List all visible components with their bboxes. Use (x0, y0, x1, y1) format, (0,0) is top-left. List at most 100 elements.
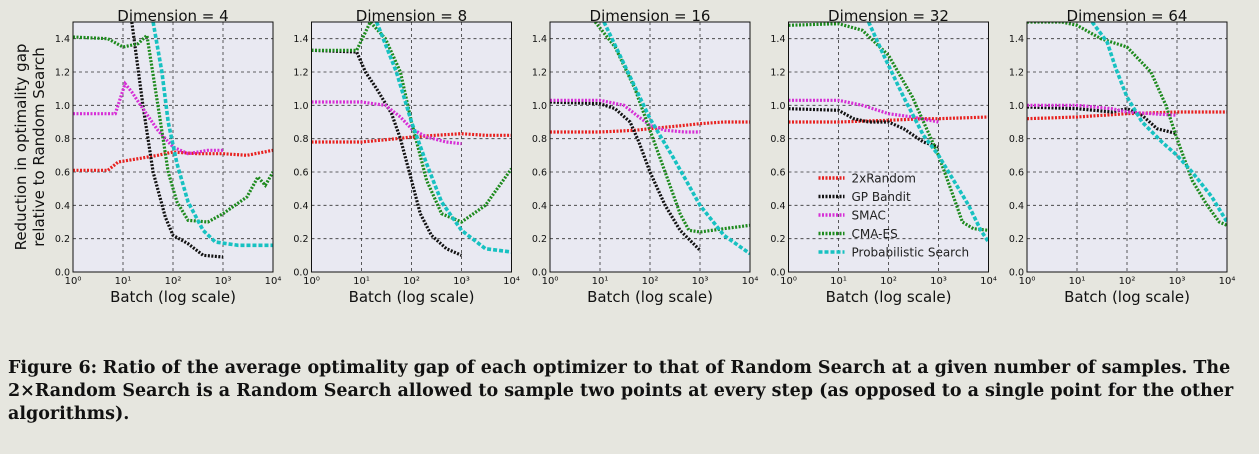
y-tick-label: 1.4 (532, 34, 547, 45)
y-tick-label: 0.8 (532, 134, 547, 145)
y-tick-label: 0.0 (770, 268, 785, 279)
y-tick-label: 1.0 (55, 101, 70, 112)
legend-label: GP Bandit (852, 190, 911, 204)
x-tick-label: 10⁴ (742, 276, 759, 287)
panel-title: Dimension = 32 (828, 7, 949, 25)
panel-4: 0.0 0.2 0.4 0.6 0.8 1.0 1.2 1.4 10⁰ 10¹ 10² 10³ 10⁴ B… (770, 7, 996, 306)
y-tick-label: 0.6 (532, 168, 547, 179)
y-tick-label: 0.2 (293, 234, 308, 245)
y-tick-label: 0.2 (1009, 234, 1024, 245)
series-2xrandom (788, 115, 989, 124)
x-tick-label: 10¹ (592, 276, 609, 287)
y-tick-label: 0.6 (1009, 168, 1024, 179)
caption-text: Ratio of the average optimality gap of e… (8, 358, 1234, 424)
x-tick-label: 10³ (1169, 276, 1186, 287)
y-tick-label: 0.6 (770, 168, 785, 179)
panel-2: 0.0 0.2 0.4 0.6 0.8 1.0 1.2 1.4 10⁰ 10¹ 10² 10³ 10⁴ B… (293, 7, 519, 306)
y-tick-label: 0.2 (770, 234, 785, 245)
panel-frame (549, 21, 751, 273)
series-smac (788, 98, 939, 124)
legend-label: SMAC (852, 209, 886, 223)
y-tick-label: 0.0 (532, 268, 547, 279)
x-tick-label: 10¹ (353, 276, 370, 287)
y-tick-label: 0.8 (55, 134, 70, 145)
series-smac (311, 100, 462, 146)
panel-frame (788, 21, 989, 273)
legend: 2xRandom GP Bandit SMAC CMA-ES Probabilistic… (818, 172, 970, 260)
y-tick-label: 1.0 (1009, 101, 1024, 112)
series-gp-bandit (788, 107, 940, 149)
x-tick-label: 10² (1119, 276, 1136, 287)
y-tick-label: 1.2 (532, 68, 547, 79)
x-tick-label: 10³ (930, 276, 947, 287)
legend-label: Probabilistic Search (852, 246, 970, 260)
panel-frame (1026, 21, 1228, 273)
y-tick-label: 0.0 (1009, 268, 1024, 279)
panel-5: 0.0 0.2 0.4 0.6 0.8 1.0 1.2 1.4 10⁰ 10¹ 10² 10³ 10⁴ B… (1009, 7, 1235, 306)
y-tick-label: 0.8 (770, 134, 785, 145)
x-tick-label: 10³ (215, 276, 232, 287)
legend-label: 2xRandom (852, 172, 916, 186)
series-probabilistic-search (374, 22, 512, 254)
panel-title: Dimension = 4 (117, 7, 228, 25)
panel-1: 0.0 0.2 0.4 0.6 0.8 1.0 1.2 1.4 10⁰ 10¹ 10² 10³ 10⁴ B… (55, 7, 281, 306)
y-axis-label: Reduction in optimality gaprelative to R… (12, 44, 48, 251)
series-smac (550, 98, 700, 134)
y-tick-label: 0.4 (55, 201, 70, 212)
panel-3: 0.0 0.2 0.4 0.6 0.8 1.0 1.2 1.4 10⁰ 10¹ 10² 10³ 10⁴ B… (532, 7, 758, 306)
x-tick-label: 10¹ (830, 276, 847, 287)
panel-title: Dimension = 16 (590, 7, 711, 25)
y-tick-label: 0.4 (293, 201, 308, 212)
x-tick-label: 10³ (453, 276, 470, 287)
series-cma-es (311, 22, 512, 224)
x-tick-label: 10² (403, 276, 420, 287)
panel-title: Dimension = 8 (356, 7, 467, 25)
y-tick-label: 1.0 (770, 101, 785, 112)
panel-title: Dimension = 64 (1067, 7, 1188, 25)
y-tick-label: 0.2 (55, 234, 70, 245)
series-2xrandom (1027, 110, 1227, 121)
y-tick-label: 0.8 (293, 134, 308, 145)
x-tick-label: 10¹ (1069, 276, 1086, 287)
x-tick-label: 10⁴ (1219, 276, 1236, 287)
series-gp-bandit (311, 48, 463, 257)
series-gp-bandit (1027, 105, 1178, 136)
y-tick-label: 1.4 (770, 34, 785, 45)
plot-area (550, 22, 750, 272)
y-tick-label: 1.2 (1009, 68, 1024, 79)
x-axis-label: Batch (log scale) (587, 288, 713, 306)
plot-area (788, 22, 989, 272)
series-smac (73, 80, 223, 156)
x-axis-label: Batch (log scale) (1064, 288, 1190, 306)
y-tick-label: 1.4 (293, 34, 308, 45)
series-probabilistic-search (1090, 22, 1227, 223)
series-probabilistic-search (866, 22, 989, 243)
series-probabilistic-search (151, 22, 273, 248)
figure-caption: Figure 6: Ratio of the average optimalit… (8, 357, 1248, 426)
series-probabilistic-search (602, 22, 750, 256)
panel-frame (311, 21, 512, 273)
x-tick-label: 10³ (692, 276, 709, 287)
y-tick-label: 0.0 (55, 268, 70, 279)
y-tick-label: 1.2 (770, 68, 785, 79)
panel-frame (72, 21, 274, 273)
x-tick-label: 10⁴ (980, 276, 997, 287)
x-axis-label: Batch (log scale) (110, 288, 236, 306)
y-tick-label: 1.0 (293, 101, 308, 112)
y-tick-label: 0.4 (1009, 201, 1024, 212)
y-tick-label: 0.4 (770, 201, 785, 212)
figure: Reduction in optimality gaprelative to R… (12, 7, 1235, 306)
series-gp-bandit (130, 22, 224, 259)
y-tick-label: 1.2 (55, 68, 70, 79)
y-tick-label: 0.6 (293, 168, 308, 179)
series-cma-es (1027, 22, 1227, 227)
y-tick-label: 1.4 (1009, 34, 1024, 45)
plot-area (311, 22, 512, 272)
y-tick-label: 0.8 (1009, 134, 1024, 145)
series-smac (1027, 103, 1178, 117)
series-cma-es (593, 22, 750, 234)
y-tick-label: 1.4 (55, 34, 70, 45)
plot-area (1027, 22, 1227, 272)
y-axis-label-line: relative to Random Search (30, 47, 48, 247)
x-tick-label: 10⁰ (1019, 276, 1036, 287)
